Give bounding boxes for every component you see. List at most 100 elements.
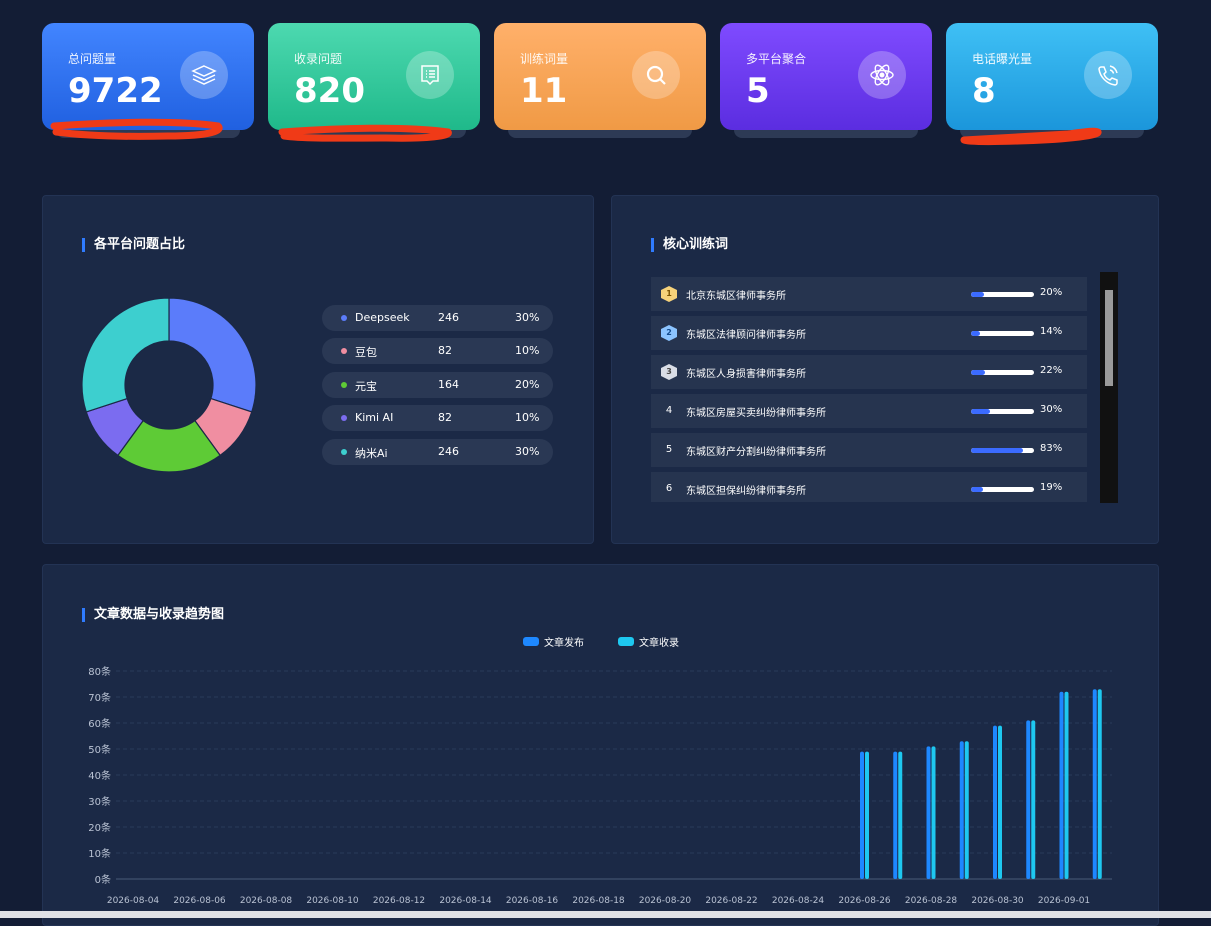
keyword-row[interactable]: 2 东城区法律顾问律师事务所 14% [651, 316, 1087, 350]
bar-published[interactable] [893, 751, 898, 879]
legend-dot [341, 348, 347, 354]
legend-percent: 20% [515, 378, 540, 391]
keyword-progress [971, 487, 1034, 492]
legend-percent: 10% [515, 344, 540, 357]
bar-indexed[interactable] [964, 741, 969, 879]
stat-card-phone-exposure: 电话曝光量 8 [946, 23, 1158, 138]
rank-number: 6 [665, 483, 673, 494]
legend-dot [341, 415, 347, 421]
y-tick-label: 40条 [88, 769, 111, 782]
x-tick-label: 2026-08-22 [705, 896, 757, 906]
bar-indexed[interactable] [931, 746, 936, 879]
rank-number: 5 [665, 444, 673, 455]
red-annotation-stroke [960, 127, 1102, 146]
keyword-row[interactable]: 6 东城区担保纠纷律师事务所 19% [651, 472, 1087, 502]
rank-badge-gold-icon: 1 [661, 286, 677, 302]
keyword-row[interactable]: 4 东城区房屋买卖纠纷律师事务所 30% [651, 394, 1087, 428]
bar-published[interactable] [1059, 691, 1064, 879]
x-tick-label: 2026-08-10 [306, 896, 359, 906]
trend-bar-chart: 0条 10条 20条 30条 40条 50条 60条 70条 80条 2026-08-04 2026… [88, 665, 1112, 906]
rank-number: 4 [665, 405, 673, 416]
keyword-row[interactable]: 5 东城区财产分割纠纷律师事务所 83% [651, 433, 1087, 467]
keyword-row[interactable]: 3 东城区人身损害律师事务所 22% [651, 355, 1087, 389]
legend-row-yuanbao[interactable]: 元宝 164 20% [322, 372, 553, 398]
atom-icon [858, 51, 906, 99]
trend-panel [42, 564, 1159, 926]
rank-badge-silver-icon: 3 [661, 364, 677, 380]
keyword-percent: 20% [1040, 287, 1063, 298]
keyword-list[interactable]: 1 北京东城区律师事务所 20% 2 东城区法律顾问律师事务所 14% 3 东城… [651, 277, 1087, 502]
platform-share-panel [42, 195, 594, 544]
scrollbar-thumb[interactable] [1105, 290, 1113, 386]
legend-label: 文章收录 [639, 638, 679, 649]
stat-label: 电话曝光量 [972, 52, 1033, 66]
y-tick-label: 70条 [88, 691, 111, 704]
keyword-list-scrollbar[interactable] [1100, 272, 1118, 503]
stat-card-training-words: 训练词量 11 [494, 23, 706, 138]
stat-label: 收录问题 [294, 52, 343, 66]
x-tick-label: 2026-08-24 [772, 896, 825, 906]
panel-title: 核心训练词 [651, 238, 728, 252]
x-tick-label: 2026-08-28 [905, 896, 958, 906]
y-tick-label: 10条 [88, 847, 111, 860]
x-tick-label: 2026-08-20 [639, 896, 692, 906]
bar-published[interactable] [926, 746, 931, 879]
keyword-progress [971, 448, 1034, 453]
keyword-row[interactable]: 1 北京东城区律师事务所 20% [651, 277, 1087, 311]
legend-name: 纳米Ai [355, 447, 388, 460]
stat-label: 训练词量 [520, 52, 569, 66]
legend-count: 246 [438, 445, 459, 458]
legend-percent: 10% [515, 411, 540, 424]
y-tick-label: 50条 [88, 743, 111, 756]
x-tick-label: 2026-08-14 [439, 896, 492, 906]
bar-indexed[interactable] [1031, 720, 1036, 879]
bar-indexed[interactable] [865, 751, 869, 879]
legend-item-indexed[interactable]: 文章收录 [618, 634, 679, 649]
keyword-progress [971, 331, 1034, 336]
legend-count: 246 [438, 311, 459, 324]
keyword-percent: 30% [1040, 404, 1063, 415]
x-tick-label: 2026-08-12 [373, 896, 425, 906]
legend-row-kimi[interactable]: Kimi AI 82 10% [322, 405, 553, 431]
stat-card-platform-aggregation: 多平台聚合 5 [720, 23, 932, 138]
stat-value: 8 [972, 71, 996, 111]
keyword-progress [971, 370, 1034, 375]
red-annotation-stroke [50, 118, 223, 140]
keyword-percent: 83% [1040, 443, 1063, 454]
bar-published[interactable] [993, 725, 997, 879]
legend-item-published[interactable]: 文章发布 [523, 634, 584, 649]
x-tick-label: 2026-08-30 [971, 896, 1024, 906]
phone-call-icon [1084, 51, 1132, 99]
x-tick-label: 2026-08-16 [506, 896, 559, 906]
legend-label: 文章发布 [544, 638, 584, 649]
keyword-percent: 14% [1040, 326, 1063, 337]
red-annotation-stroke [278, 124, 452, 142]
bar-published[interactable] [860, 751, 864, 879]
legend-dot [341, 382, 347, 388]
stat-value: 5 [746, 71, 770, 111]
bar-indexed[interactable] [1064, 691, 1069, 879]
donut-slice-纳米ai[interactable] [81, 297, 170, 413]
legend-row-deepseek[interactable]: Deepseek 246 30% [322, 305, 553, 331]
keyword-name: 东城区法律顾问律师事务所 [686, 330, 806, 341]
layers-icon [180, 51, 228, 99]
rank-badge-blue-icon: 2 [661, 325, 677, 341]
bar-published[interactable] [1092, 689, 1097, 879]
stat-card-indexed-questions: 收录问题 820 [268, 23, 480, 138]
bar-published[interactable] [1026, 720, 1031, 879]
legend-row-doubao[interactable]: 豆包 82 10% [322, 338, 553, 364]
bar-indexed[interactable] [998, 725, 1002, 879]
x-tick-label: 2026-08-26 [838, 896, 891, 906]
legend-percent: 30% [515, 445, 540, 458]
bar-published[interactable] [959, 741, 964, 879]
y-tick-label: 60条 [88, 717, 111, 730]
stat-value: 820 [294, 71, 365, 111]
keyword-name: 东城区担保纠纷律师事务所 [686, 486, 806, 497]
bar-indexed[interactable] [898, 751, 903, 879]
bar-indexed[interactable] [1097, 689, 1102, 879]
legend-row-nami[interactable]: 纳米Ai 246 30% [322, 439, 553, 465]
document-list-icon [406, 51, 454, 99]
keyword-progress [971, 292, 1034, 297]
legend-dot [341, 449, 347, 455]
donut-slice-deepseek[interactable] [168, 297, 257, 413]
